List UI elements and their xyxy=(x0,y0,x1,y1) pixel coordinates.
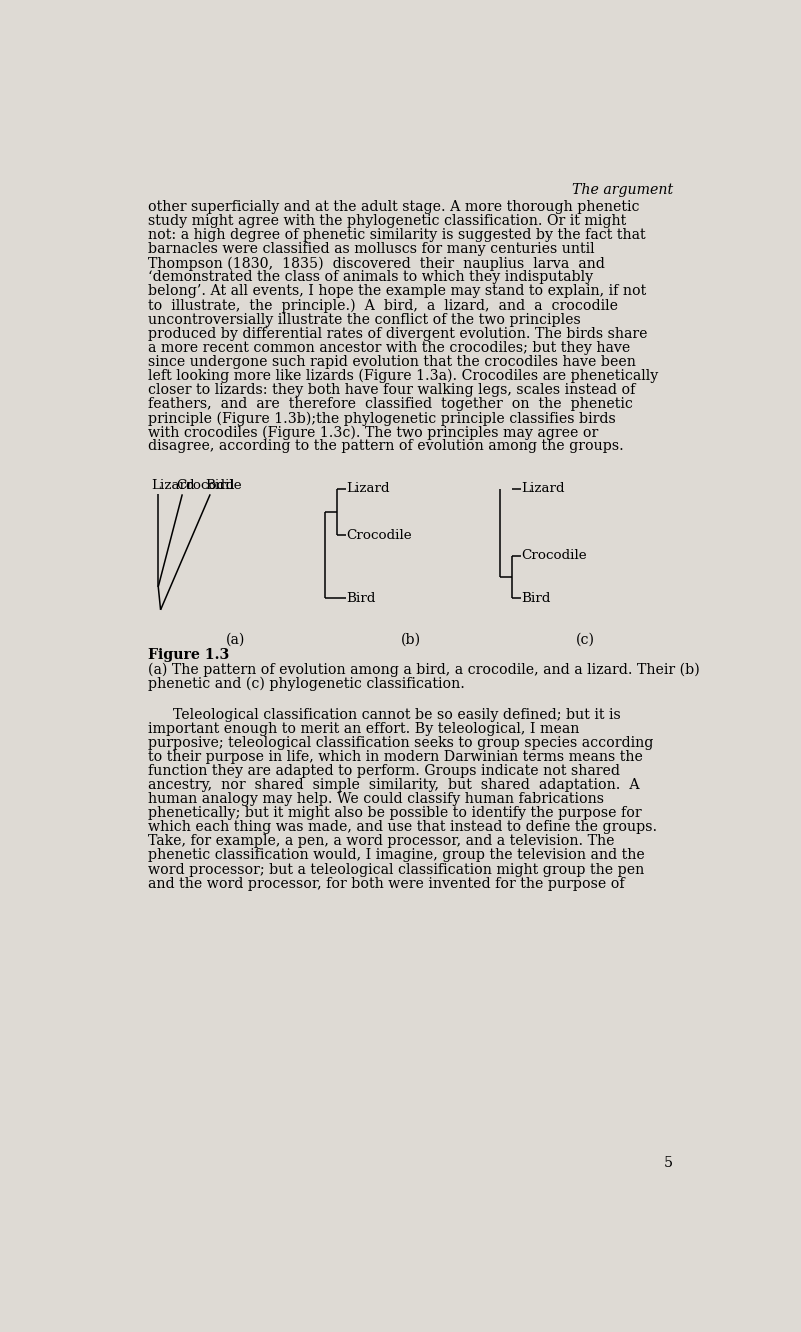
Text: Take, for example, a pen, a word processor, and a television. The: Take, for example, a pen, a word process… xyxy=(148,834,614,848)
Text: phenetically; but it might also be possible to identify the purpose for: phenetically; but it might also be possi… xyxy=(148,806,642,821)
Text: important enough to merit an effort. By teleological, I mean: important enough to merit an effort. By … xyxy=(148,722,580,735)
Text: barnacles were classified as molluscs for many centuries until: barnacles were classified as molluscs fo… xyxy=(148,242,595,256)
Text: belong’. At all events, I hope the example may stand to explain, if not: belong’. At all events, I hope the examp… xyxy=(148,285,646,298)
Text: to their purpose in life, which in modern Darwinian terms means the: to their purpose in life, which in moder… xyxy=(148,750,643,763)
Text: Crocodile: Crocodile xyxy=(176,480,242,492)
Text: purposive; teleological classification seeks to group species according: purposive; teleological classification s… xyxy=(148,735,654,750)
Text: Figure 1.3: Figure 1.3 xyxy=(148,649,229,662)
Text: to  illustrate,  the  principle.)  A  bird,  a  lizard,  and  a  crocodile: to illustrate, the principle.) A bird, a… xyxy=(148,298,618,313)
Text: (a): (a) xyxy=(226,633,245,647)
Text: 5: 5 xyxy=(664,1156,673,1169)
Text: word processor; but a teleological classification might group the pen: word processor; but a teleological class… xyxy=(148,863,645,876)
Text: The argument: The argument xyxy=(572,182,673,197)
Text: Bird: Bird xyxy=(521,591,550,605)
Text: human analogy may help. We could classify human fabrications: human analogy may help. We could classif… xyxy=(148,793,604,806)
Text: not: a high degree of phenetic similarity is suggested by the fact that: not: a high degree of phenetic similarit… xyxy=(148,228,646,242)
Text: with crocodiles (Figure 1.3c). The two principles may agree or: with crocodiles (Figure 1.3c). The two p… xyxy=(148,425,598,440)
Text: Lizard: Lizard xyxy=(151,480,195,492)
Text: function they are adapted to perform. Groups indicate not shared: function they are adapted to perform. Gr… xyxy=(148,765,620,778)
Text: a more recent common ancestor with the crocodiles; but they have: a more recent common ancestor with the c… xyxy=(148,341,630,354)
Text: uncontroversially illustrate the conflict of the two principles: uncontroversially illustrate the conflic… xyxy=(148,313,581,326)
Text: phenetic classification would, I imagine, group the television and the: phenetic classification would, I imagine… xyxy=(148,848,645,862)
Text: and the word processor, for both were invented for the purpose of: and the word processor, for both were in… xyxy=(148,876,625,891)
Text: ancestry,  nor  shared  simple  similarity,  but  shared  adaptation.  A: ancestry, nor shared simple similarity, … xyxy=(148,778,640,793)
Text: which each thing was made, and use that instead to define the groups.: which each thing was made, and use that … xyxy=(148,821,658,834)
Text: produced by differential rates of divergent evolution. The birds share: produced by differential rates of diverg… xyxy=(148,326,648,341)
Text: feathers,  and  are  therefore  classified  together  on  the  phenetic: feathers, and are therefore classified t… xyxy=(148,397,633,412)
Text: Lizard: Lizard xyxy=(346,482,390,496)
Text: principle (Figure 1.3b);​the phylogenetic principle classifies birds: principle (Figure 1.3b);​the phylogeneti… xyxy=(148,412,616,426)
Text: Crocodile: Crocodile xyxy=(521,549,587,562)
Text: other superficially and at the adult stage. A more thorough phenetic: other superficially and at the adult sta… xyxy=(148,200,640,214)
Text: Lizard: Lizard xyxy=(521,482,565,496)
Text: study might agree with the phylogenetic classification. Or it might: study might agree with the phylogenetic … xyxy=(148,214,626,228)
Text: closer to lizards: they both have four walking legs, scales instead of: closer to lizards: they both have four w… xyxy=(148,384,635,397)
Text: Bird: Bird xyxy=(205,480,234,492)
Text: Teleological classification cannot be so easily defined; but it is: Teleological classification cannot be so… xyxy=(173,707,621,722)
Text: phenetic and (c) phylogenetic classification.: phenetic and (c) phylogenetic classifica… xyxy=(148,677,465,691)
Text: Thompson (1830,  1835)  discovered  their  nauplius  larva  and: Thompson (1830, 1835) discovered their n… xyxy=(148,256,605,270)
Text: left looking more like lizards (Figure 1.3a). Crocodiles are phenetically: left looking more like lizards (Figure 1… xyxy=(148,369,658,384)
Text: (c): (c) xyxy=(576,633,595,647)
Text: Bird: Bird xyxy=(346,591,376,605)
Text: ‘demonstrated the class of animals to which they indisputably: ‘demonstrated the class of animals to wh… xyxy=(148,270,594,284)
Text: Crocodile: Crocodile xyxy=(346,529,412,542)
Text: since undergone such rapid evolution that the crocodiles have been: since undergone such rapid evolution tha… xyxy=(148,354,636,369)
Text: (a) The pattern of evolution among a bird, a crocodile, and a lizard. Their (b): (a) The pattern of evolution among a bir… xyxy=(148,662,700,677)
Text: disagree, according to the pattern of evolution among the groups.: disagree, according to the pattern of ev… xyxy=(148,440,624,453)
Text: (b): (b) xyxy=(400,633,421,647)
